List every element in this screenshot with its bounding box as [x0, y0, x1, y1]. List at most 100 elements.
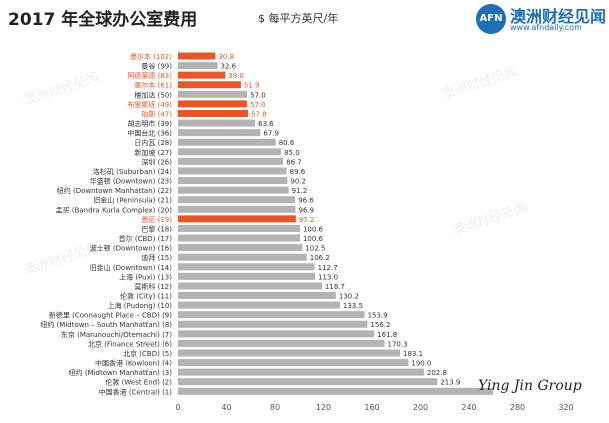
- x-tick-label: 0: [175, 403, 180, 412]
- category-label: 墨尔本 (61): [134, 81, 172, 90]
- category-label: 东京 (Marunouchi/Otemachi) (7): [61, 330, 172, 339]
- bar: [178, 282, 322, 290]
- category-label: 纽约 (Midtown Manhattan) (3): [69, 368, 173, 377]
- category-label: 北京 (CBD) (5): [123, 349, 172, 358]
- category-label: 洛杉矶 (Suburban) (24): [93, 167, 172, 176]
- value-label: 202.8: [427, 369, 447, 377]
- bar: [178, 301, 340, 309]
- bar: [178, 62, 218, 70]
- bar: [178, 119, 256, 127]
- value-label: 106.2: [310, 254, 330, 262]
- value-label: 213.9: [440, 379, 460, 387]
- value-label: 32.6: [221, 63, 237, 71]
- signature: Ying Jin Group: [478, 378, 582, 394]
- value-label: 89.6: [290, 168, 306, 176]
- bar: [178, 138, 276, 146]
- bar: [178, 71, 226, 79]
- category-label: 波士顿 (Downtown) (16): [90, 244, 173, 253]
- value-label: 100.6: [303, 235, 324, 243]
- x-tick-label: 40: [221, 403, 231, 412]
- value-label: 80.6: [279, 139, 295, 147]
- bar: [178, 339, 385, 347]
- category-label: 中国香港 (Kowloon) (4): [95, 359, 172, 368]
- value-label: 183.1: [403, 350, 423, 358]
- value-label: 86.7: [286, 158, 302, 166]
- value-label: 190.0: [411, 360, 431, 368]
- x-tick-label: 80: [270, 403, 280, 412]
- value-label: 112.7: [318, 264, 338, 272]
- value-label: 113.0: [318, 273, 338, 281]
- bar: [178, 263, 315, 271]
- unit-label: $ 每平方英尺/年: [258, 12, 339, 25]
- brand-name: 澳洲财经见闻: [510, 7, 607, 26]
- value-label: 63.6: [258, 120, 274, 128]
- category-label: 伦敦 (City) (11): [120, 292, 172, 301]
- value-label: 96.6: [298, 197, 314, 205]
- bar: [178, 196, 296, 204]
- category-label: 华盛顿 (Downtown) (23): [90, 177, 173, 186]
- value-label: 51.9: [244, 82, 260, 90]
- value-label: 67.9: [263, 130, 279, 138]
- category-label: 胡志明市 (39): [127, 119, 172, 128]
- category-label: 纽约 (Downtown Manhattan) (22): [57, 186, 173, 195]
- category-label: 北京 (Finance Street) (6): [88, 339, 172, 348]
- value-label: 39.0: [228, 72, 244, 80]
- bar: [178, 157, 284, 165]
- bar: [178, 224, 300, 232]
- value-label: 30.8: [218, 53, 234, 61]
- category-label: 中国香港 (Central) (1): [99, 387, 173, 396]
- category-label: 纽约 (Midtown – South Manhattan) (8): [40, 320, 172, 329]
- category-label: 墨尔本 (102): [130, 52, 172, 61]
- category-label: 中国台北 (36): [127, 129, 172, 138]
- bar: [178, 52, 216, 60]
- category-label: 悉尼 (19): [141, 215, 172, 224]
- category-label: 巴黎 (18): [141, 224, 172, 233]
- value-label: 102.5: [305, 245, 325, 253]
- value-label: 118.7: [325, 283, 345, 291]
- bar: [178, 167, 287, 175]
- category-label: 深圳 (26): [141, 157, 172, 166]
- category-label: 旧金山 (Peninsula) (21): [93, 196, 172, 205]
- bar: [178, 186, 289, 194]
- bar: [178, 378, 438, 386]
- bar: [178, 368, 424, 376]
- bar: [178, 272, 316, 280]
- category-label: 新德里 (Connaught Place – CBD) (9): [49, 311, 172, 320]
- bar: [178, 387, 494, 395]
- category-label: 布里斯班 (49): [127, 100, 172, 109]
- value-label: 96.9: [298, 206, 314, 214]
- value-label: 156.2: [370, 321, 390, 329]
- value-label: 90.2: [290, 178, 306, 186]
- value-label: 85.0: [284, 149, 300, 157]
- value-label: 153.9: [368, 312, 388, 320]
- value-label: 97.2: [299, 216, 315, 224]
- category-label: 阿德莱德 (83): [127, 71, 172, 80]
- x-tick-label: 200: [413, 403, 428, 412]
- chart-title: 2017 年全球办公室费用: [8, 10, 198, 30]
- bar: [178, 330, 375, 338]
- category-label: 新加坡 (27): [134, 148, 172, 157]
- category-label: 上海 (Pudong) (10): [108, 301, 173, 310]
- value-label: 91.2: [292, 187, 308, 195]
- bar: [178, 349, 401, 357]
- x-tick-label: 320: [558, 403, 573, 412]
- brand-website: www.afndaily.com: [510, 23, 582, 32]
- category-label: 珀斯 (47): [141, 109, 172, 118]
- bar: [178, 311, 365, 319]
- bar: [178, 90, 248, 98]
- x-tick-label: 280: [510, 403, 525, 412]
- bar: [178, 234, 300, 242]
- bar: [178, 81, 241, 89]
- bar: [178, 215, 296, 223]
- value-label: 57.0: [250, 91, 266, 99]
- category-label: 曼谷 (99): [141, 62, 172, 71]
- bar: [178, 244, 303, 252]
- bar: [178, 100, 248, 108]
- category-label: 孟买 (Bandra Kurla Complex) (20): [56, 205, 173, 214]
- category-label: 日内瓦 (28): [134, 138, 172, 147]
- category-label: 檀加达 (50): [134, 90, 172, 99]
- bar: [178, 359, 409, 367]
- category-label: 首尔 (CBD) (17): [119, 234, 173, 243]
- bar: [178, 292, 336, 299]
